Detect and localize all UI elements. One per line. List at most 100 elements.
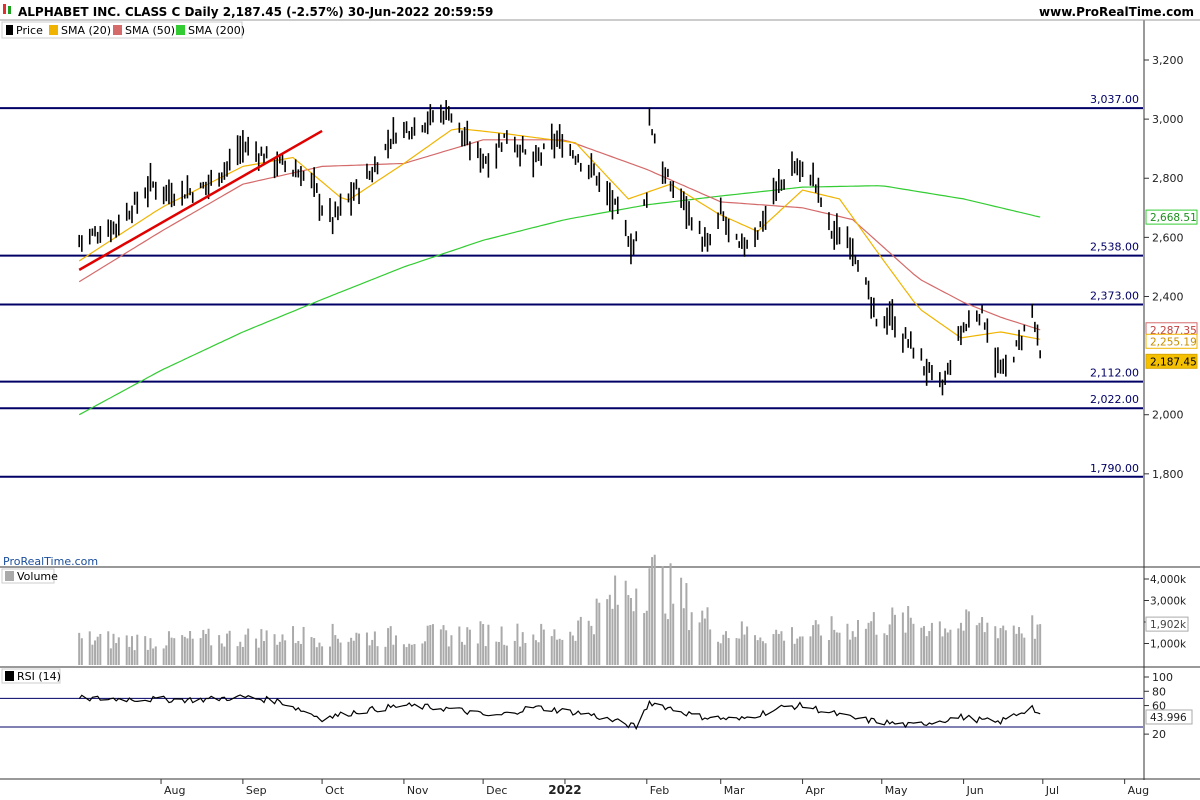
- time-label-3: Nov: [407, 784, 429, 797]
- volume-bar-255: [1020, 633, 1023, 665]
- value-tag-box-3: [1145, 353, 1198, 369]
- volume-bar-168: [701, 610, 704, 665]
- volume-bar-240: [965, 609, 968, 665]
- rsi-tick-label-2: 60: [1152, 700, 1166, 713]
- header-bar: ALPHABET INC. CLASS C Daily 2,187.45 (-2…: [3, 4, 1194, 19]
- volume-bar-186: [764, 643, 767, 665]
- volume-bar-219: [888, 624, 891, 665]
- volume-bar-146: [616, 604, 619, 665]
- volume-bar-207: [846, 623, 849, 665]
- volume-bar-11: [117, 637, 120, 665]
- time-label-2: Oct: [325, 784, 345, 797]
- volume-bar-31: [191, 638, 194, 665]
- volume-bar-17: [144, 636, 147, 665]
- volume-bar-111: [487, 624, 490, 665]
- volume-bar-75: [355, 632, 358, 665]
- volume-bar-143: [608, 594, 611, 665]
- volume-bar-204: [833, 629, 836, 665]
- volume-bar-225: [909, 617, 912, 665]
- site-link[interactable]: www.ProRealTime.com: [1039, 5, 1194, 19]
- volume-bar-205: [835, 632, 838, 665]
- volume-bar-196: [801, 636, 804, 665]
- volume-bar-231: [930, 622, 933, 665]
- volume-bar-40: [226, 633, 229, 665]
- volume-bar-52: [273, 634, 276, 665]
- volume-bar-15: [133, 650, 136, 665]
- volume-bar-250: [1002, 625, 1005, 665]
- volume-bar-160: [669, 563, 672, 665]
- volume-bar-150: [632, 611, 635, 665]
- volume-bar-72: [347, 641, 350, 665]
- volume-bar-148: [627, 595, 630, 665]
- volume-bar-20: [152, 648, 155, 665]
- volume-bar-238: [959, 622, 962, 665]
- volume-bar-129: [556, 639, 559, 665]
- rsi-value-label: 43.996: [1150, 712, 1187, 724]
- legend-volume[interactable]: Volume: [17, 570, 58, 583]
- volume-bar-113: [497, 641, 500, 665]
- volume-bars: [78, 554, 1042, 665]
- volume-bar-181: [746, 626, 749, 665]
- volume-bar-137: [587, 620, 590, 665]
- volume-bar-194: [796, 638, 799, 665]
- volume-bar-216: [875, 634, 878, 665]
- volume-bar-167: [698, 622, 701, 665]
- volume-bar-140: [595, 598, 598, 665]
- volume-bar-221: [893, 614, 896, 665]
- volume-bar-246: [986, 622, 989, 665]
- legend-rsi[interactable]: RSI (14): [17, 670, 61, 683]
- volume-bar-88: [405, 647, 408, 665]
- legend-sma50[interactable]: SMA (50): [125, 24, 175, 37]
- volume-bar-138: [590, 625, 593, 665]
- time-label-6: Feb: [650, 784, 669, 797]
- legend: Price SMA (20) SMA (50) SMA (200): [1, 21, 245, 39]
- volume-bar-120: [521, 632, 524, 665]
- volume-bar-18: [146, 649, 149, 665]
- volume-bar-34: [204, 633, 207, 665]
- volume-bar-92: [421, 643, 424, 665]
- volume-bar-83: [387, 628, 390, 665]
- rsi-tick-label-1: 80: [1152, 685, 1166, 698]
- volume-bar-155: [651, 557, 654, 665]
- volume-bar-71: [339, 642, 342, 665]
- volume-bar-109: [482, 624, 485, 665]
- volume-bar-118: [516, 623, 519, 665]
- volume-bar-200: [817, 624, 820, 665]
- volume-bar-183: [756, 640, 759, 665]
- volume-bar-149: [629, 598, 632, 665]
- volume-bar-48: [257, 647, 260, 665]
- volume-bar-257: [1031, 615, 1034, 665]
- price-axis: 3,200 3,000 2,800 2,600 2,400 2,000 1,800: [1144, 54, 1184, 481]
- legend-price[interactable]: Price: [16, 24, 43, 37]
- legend-sma200[interactable]: SMA (200): [188, 24, 245, 37]
- volume-bar-77: [365, 632, 368, 665]
- volume-swatch: [5, 571, 14, 581]
- volume-bar-43: [239, 641, 242, 665]
- volume-bar-248: [996, 638, 999, 665]
- volume-bar-252: [1012, 625, 1015, 665]
- volume-bar-128: [553, 629, 556, 665]
- volume-bar-254: [1018, 627, 1021, 665]
- volume-bar-122: [532, 634, 535, 665]
- support-resistance-levels: 3,037.00 2,538.00 2,373.00 2,112.00 2,022.00…: [0, 93, 1143, 478]
- volume-bar-147: [624, 580, 627, 665]
- volume-bar-247: [994, 626, 997, 665]
- volume-bar-243: [978, 622, 981, 665]
- volume-bar-193: [793, 643, 796, 665]
- legend-sma20[interactable]: SMA (20): [61, 24, 111, 37]
- volume-bar-42: [236, 646, 239, 665]
- volume-bar-133: [571, 635, 574, 665]
- volume-bar-56: [284, 640, 287, 665]
- volume-bar-10: [115, 643, 118, 665]
- volume-bar-215: [872, 612, 875, 665]
- volume-bar-172: [717, 641, 720, 665]
- volume-bar-145: [614, 575, 617, 665]
- volume-bar-33: [202, 629, 205, 665]
- volume-bar-259: [1036, 624, 1039, 665]
- volume-bar-35: [207, 628, 210, 665]
- volume-bar-119: [519, 646, 522, 665]
- volume-bar-32: [199, 638, 202, 665]
- volume-bar-29: [186, 638, 189, 665]
- volume-bar-169: [703, 618, 706, 665]
- volume-bar-213: [867, 622, 870, 665]
